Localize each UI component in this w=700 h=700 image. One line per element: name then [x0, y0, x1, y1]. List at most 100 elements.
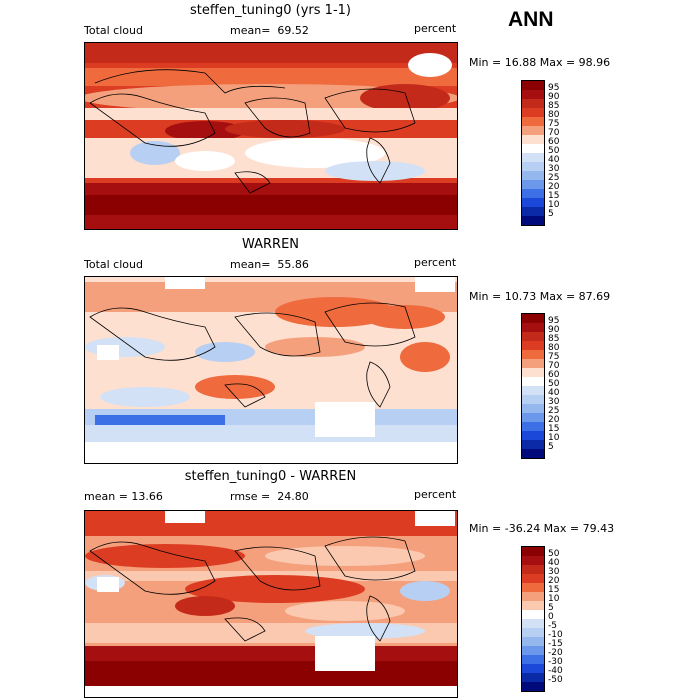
panel-1-title: steffen_tuning0 (yrs 1-1): [190, 3, 351, 18]
colorbar-swatch: [522, 592, 544, 601]
panel-3-map-field: [85, 511, 457, 697]
panel-1-mean-label: mean= 69.52: [230, 24, 309, 37]
colorbar-tick-label: 20: [548, 576, 560, 586]
colorbar-tick-label: 50: [548, 549, 560, 559]
colorbar-swatch: [522, 431, 544, 440]
colorbar-swatch: [522, 601, 544, 610]
colorbar-tick-label: 90: [548, 325, 560, 335]
panel-1-variable-label: Total cloud: [84, 24, 143, 37]
panel-2-title: WARREN: [241, 237, 300, 252]
colorbar-tick-label: -40: [548, 666, 563, 676]
colorbar-tick-label: -30: [548, 657, 563, 667]
panel-3-rmse-key: rmse =: [230, 490, 271, 503]
colorbar-swatch: [522, 350, 544, 359]
colorbar-swatch: [522, 108, 544, 117]
colorbar-swatch: [522, 99, 544, 108]
panel-3-units: percent: [414, 488, 457, 501]
colorbar-swatch: [522, 574, 544, 583]
colorbar-tick-label: 5: [548, 603, 554, 613]
panel-2-colorbar: [521, 313, 545, 459]
colorbar-tick-label: 80: [548, 343, 560, 353]
colorbar-tick-label: -10: [548, 630, 563, 640]
colorbar-swatch: [522, 359, 544, 368]
colorbar-swatch: [522, 207, 544, 216]
colorbar-tick-label: 25: [548, 406, 560, 416]
colorbar-swatch: [522, 556, 544, 565]
colorbar-swatch: [522, 664, 544, 673]
panel-1-units: percent: [414, 22, 457, 35]
colorbar-swatch: [522, 341, 544, 350]
colorbar-swatch: [522, 314, 544, 323]
colorbar-tick-label: 20: [548, 415, 560, 425]
colorbar-swatch: [522, 682, 544, 691]
colorbar-tick-label: -50: [548, 675, 563, 685]
colorbar-swatch: [522, 171, 544, 180]
colorbar-tick-label: 75: [548, 119, 560, 129]
colorbar-swatch: [522, 198, 544, 207]
colorbar-tick-label: 60: [548, 370, 560, 380]
panel-1-min-max: Min = 16.88 Max = 98.96: [469, 56, 611, 69]
colorbar-swatch: [522, 90, 544, 99]
panel-1-mean-value: 69.52: [277, 24, 309, 37]
colorbar-tick-label: 25: [548, 173, 560, 183]
colorbar-swatch: [522, 117, 544, 126]
colorbar-swatch: [522, 673, 544, 682]
colorbar-tick-label: 50: [548, 146, 560, 156]
colorbar-tick-label: 70: [548, 361, 560, 371]
colorbar-tick-label: 80: [548, 110, 560, 120]
panel-2-min-max: Min = 10.73 Max = 87.69: [469, 290, 611, 303]
colorbar-tick-label: 90: [548, 92, 560, 102]
panel-3-min-max: Min = -36.24 Max = 79.43: [469, 522, 615, 535]
colorbar-swatch: [522, 637, 544, 646]
colorbar-swatch: [522, 81, 544, 90]
colorbar-tick-label: 60: [548, 137, 560, 147]
colorbar-swatch: [522, 135, 544, 144]
colorbar-swatch: [522, 216, 544, 225]
colorbar-swatch: [522, 144, 544, 153]
colorbar-tick-label: -20: [548, 648, 563, 658]
colorbar-tick-label: 15: [548, 585, 560, 595]
panel-1-map: [84, 42, 458, 230]
colorbar-tick-label: 15: [548, 424, 560, 434]
colorbar-tick-label: 30: [548, 567, 560, 577]
panel-1-colorbar: [521, 80, 545, 226]
colorbar-tick-label: 5: [548, 442, 554, 452]
colorbar-tick-label: 75: [548, 352, 560, 362]
panel-3-colorbar: [521, 546, 545, 692]
panel-2-map-field: [85, 277, 457, 463]
colorbar-tick-label: 95: [548, 316, 560, 326]
panel-3-mean-label: mean = 13.66: [84, 490, 163, 503]
panel-3-rmse-label: rmse = 24.80: [230, 490, 309, 503]
colorbar-tick-label: 30: [548, 397, 560, 407]
colorbar-tick-label: 30: [548, 164, 560, 174]
colorbar-tick-label: -15: [548, 639, 563, 649]
panel-2-mean-label: mean= 55.86: [230, 258, 309, 271]
colorbar-tick-label: 85: [548, 334, 560, 344]
colorbar-tick-label: 50: [548, 379, 560, 389]
colorbar-swatch: [522, 404, 544, 413]
colorbar-swatch: [522, 126, 544, 135]
colorbar-swatch: [522, 332, 544, 341]
colorbar-tick-label: -5: [548, 621, 557, 631]
colorbar-swatch: [522, 189, 544, 198]
colorbar-swatch: [522, 565, 544, 574]
colorbar-tick-label: 0: [548, 612, 554, 622]
panel-2-variable-label: Total cloud: [84, 258, 143, 271]
colorbar-swatch: [522, 368, 544, 377]
colorbar-swatch: [522, 655, 544, 664]
colorbar-swatch: [522, 395, 544, 404]
colorbar-tick-label: 40: [548, 155, 560, 165]
colorbar-tick-label: 10: [548, 200, 560, 210]
colorbar-swatch: [522, 377, 544, 386]
colorbar-tick-label: 10: [548, 433, 560, 443]
colorbar-swatch: [522, 153, 544, 162]
colorbar-swatch: [522, 583, 544, 592]
colorbar-swatch: [522, 646, 544, 655]
colorbar-swatch: [522, 386, 544, 395]
colorbar-swatch: [522, 610, 544, 619]
panel-2-units: percent: [414, 256, 457, 269]
colorbar-tick-label: 85: [548, 101, 560, 111]
season-label: ANN: [508, 8, 554, 31]
panel-3-rmse-value: 24.80: [277, 490, 309, 503]
colorbar-swatch: [522, 449, 544, 458]
